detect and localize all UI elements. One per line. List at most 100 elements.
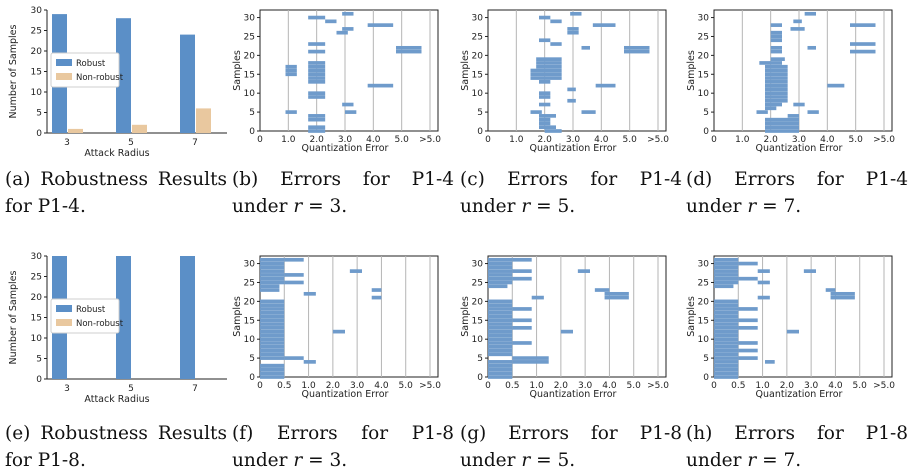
legend-label-robust: Robust: [76, 305, 106, 315]
legend: Robust Non-robust: [50, 52, 124, 88]
error-segment: [827, 83, 845, 88]
y-tick-label: 10: [472, 89, 484, 99]
x-tick-label: 2.0: [326, 381, 341, 391]
bar-robust: [180, 34, 195, 133]
error-segment: [539, 125, 556, 130]
error-segment: [512, 318, 532, 323]
x-tick-label: 5: [128, 138, 134, 148]
error-segment: [604, 295, 629, 300]
error-segment: [284, 257, 304, 262]
y-tick-label: 5: [477, 108, 483, 118]
y-axis-label: Samples: [460, 296, 471, 337]
error-segment: [714, 310, 739, 315]
error-segment: [714, 375, 739, 379]
x-tick-label: 3: [64, 138, 70, 148]
error-segment: [260, 265, 285, 270]
error-segment: [260, 288, 280, 292]
y-tick-label: 20: [244, 51, 256, 61]
error-segment: [714, 348, 739, 353]
error-segment: [550, 42, 562, 46]
y-tick-label: 10: [244, 89, 256, 99]
y-tick-label: 5: [703, 108, 709, 118]
error-segment: [738, 261, 758, 266]
x-tick-label: 4.0: [366, 135, 381, 145]
x-tick-label: 0.5: [731, 381, 745, 391]
error-segment: [260, 269, 285, 273]
x-tick-label: 5.0: [399, 381, 414, 391]
error-segment: [260, 284, 280, 289]
x-tick-label: 1.0: [529, 381, 544, 391]
error-segment: [765, 129, 799, 133]
error-segment: [765, 125, 799, 130]
x-tick-label: 5: [128, 384, 134, 394]
error-segment: [488, 299, 513, 304]
error-segment: [367, 83, 394, 88]
x-tick-label: 1.0: [755, 381, 770, 391]
y-axis-label: Samples: [686, 50, 697, 91]
error-segment: [260, 273, 285, 277]
error-segment: [308, 61, 326, 65]
error-segment: [714, 299, 739, 304]
x-tick-label: 2.0: [538, 135, 553, 145]
caption-b: (b) Errors for P1-4 under r = 3.: [232, 166, 454, 220]
error-segment: [536, 61, 562, 65]
error-segment: [530, 110, 542, 114]
error-segment: [757, 269, 770, 273]
legend-swatch-robust: [56, 305, 72, 312]
plot-frame: [487, 9, 667, 132]
error-segment: [765, 106, 777, 111]
error-segment: [488, 375, 513, 379]
y-tick-label: 15: [31, 68, 42, 78]
error-segment: [260, 257, 285, 262]
error-segment: [260, 261, 285, 266]
caption-value: = 3.: [302, 196, 348, 217]
error-segment: [371, 288, 382, 292]
y-tick-label: 0: [36, 375, 42, 385]
error-segment: [539, 117, 551, 122]
error-segment: [770, 57, 785, 61]
error-segment: [531, 295, 544, 300]
bar-robust: [116, 18, 131, 134]
caption-text: (b) Errors for P1-4 under: [232, 169, 454, 217]
y-tick-label: 15: [698, 316, 709, 326]
error-segment: [488, 341, 513, 345]
x-tick-label: 4.0: [602, 381, 617, 391]
error-segment: [714, 326, 739, 330]
bar-non-robust: [196, 108, 211, 133]
x-tick-label: 4.0: [828, 381, 843, 391]
x-tick-label: 1.0: [509, 135, 524, 145]
error-segment: [765, 68, 788, 73]
error-segment: [714, 352, 739, 357]
caption-text: (h) Errors for P1-8 under: [686, 423, 908, 471]
error-segment: [488, 318, 513, 323]
error-segment: [303, 360, 316, 364]
error-segment: [332, 329, 345, 334]
error-segment: [342, 11, 354, 16]
y-tick-label: 30: [31, 252, 43, 262]
error-segment: [539, 95, 551, 99]
caption-d: (d) Errors for P1-4 under r = 7.: [686, 166, 908, 220]
error-segment: [539, 91, 551, 96]
y-tick-label: 0: [36, 129, 42, 139]
error-segment: [581, 45, 590, 50]
error-segment: [488, 273, 513, 277]
error-segment: [512, 326, 532, 330]
error-segment: [308, 42, 326, 46]
x-axis-label: Quantization Error: [302, 143, 389, 154]
error-segment: [308, 64, 326, 69]
x-tick-label: 0: [711, 381, 717, 391]
y-tick-label: 5: [703, 354, 709, 364]
error-segment: [260, 333, 285, 338]
error-segment: [488, 371, 513, 376]
error-segment: [850, 23, 876, 27]
x-tick-label: 5.0: [849, 135, 864, 145]
error-segment: [765, 117, 799, 122]
error-segment: [308, 117, 326, 122]
x-tick-label: 5.0: [395, 135, 410, 145]
error-segment: [285, 64, 297, 69]
legend-label-non-robust: Non-robust: [76, 319, 124, 329]
error-segment: [308, 80, 326, 84]
caption-value: = 7.: [756, 450, 802, 471]
